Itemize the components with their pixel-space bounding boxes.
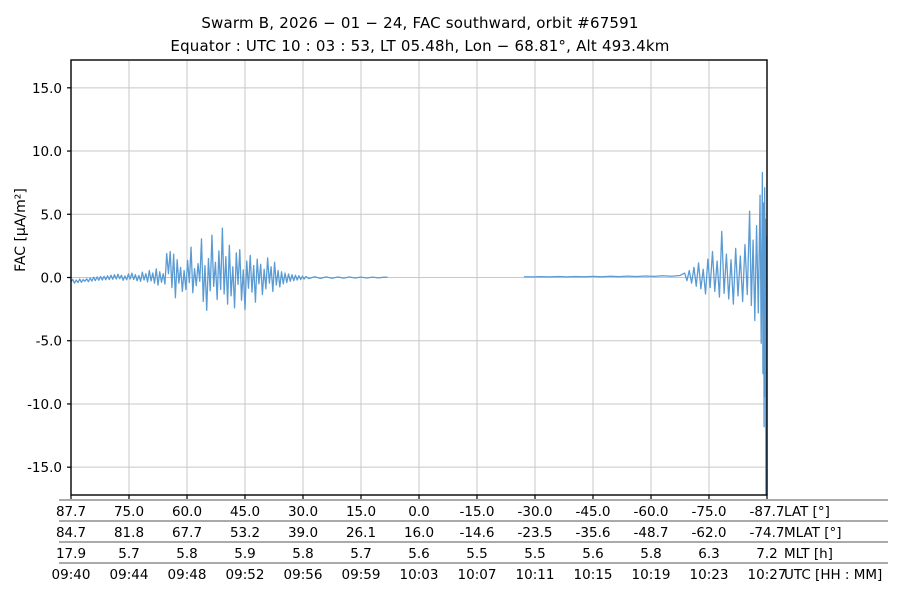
x-tick-label-mlat: -48.7 bbox=[634, 525, 669, 541]
x-tick-label-mlt: 6.3 bbox=[698, 546, 719, 562]
x-tick-label-utc: 10:15 bbox=[574, 567, 613, 583]
x-tick-label-mlat: -74.7 bbox=[750, 525, 785, 541]
x-tick-label-lat: -45.0 bbox=[576, 504, 611, 520]
x-tick-label-mlt: 5.5 bbox=[466, 546, 487, 562]
chart-title-line-2: Equator : UTC 10 : 03 : 53, LT 05.48h, L… bbox=[170, 36, 670, 55]
x-tick-label-lat: 60.0 bbox=[172, 504, 202, 520]
x-tick-label-lat: -15.0 bbox=[460, 504, 495, 520]
x-tick-label-utc: 09:52 bbox=[226, 567, 265, 583]
x-tick-label-mlt: 5.5 bbox=[524, 546, 545, 562]
y-tick-label: 5.0 bbox=[41, 207, 62, 223]
x-tick-label-mlt: 5.8 bbox=[292, 546, 313, 562]
x-tick-label-mlt: 17.9 bbox=[56, 546, 86, 562]
x-tick-label-mlt: 5.9 bbox=[234, 546, 255, 562]
x-tick-label-mlat: 67.7 bbox=[172, 525, 202, 541]
y-tick-label: 0.0 bbox=[41, 271, 62, 287]
x-tick-label-utc: 09:59 bbox=[342, 567, 381, 583]
y-tick-label: -15.0 bbox=[27, 460, 62, 476]
y-tick-label: -5.0 bbox=[36, 334, 62, 350]
x-tick-label-lat: 87.7 bbox=[56, 504, 86, 520]
x-tick-label-utc: 10:07 bbox=[458, 567, 497, 583]
x-axis-row-label-lat: LAT [°] bbox=[784, 504, 830, 520]
x-tick-label-utc: 09:56 bbox=[284, 567, 323, 583]
x-tick-label-lat: 15.0 bbox=[346, 504, 376, 520]
x-tick-label-lat: -87.7 bbox=[750, 504, 785, 520]
x-tick-label-lat: 45.0 bbox=[230, 504, 260, 520]
x-tick-label-mlat: 53.2 bbox=[230, 525, 260, 541]
x-tick-label-utc: 10:23 bbox=[690, 567, 729, 583]
x-tick-label-lat: 30.0 bbox=[288, 504, 318, 520]
x-tick-label-mlat: -62.0 bbox=[692, 525, 727, 541]
axis-ticks bbox=[67, 87, 768, 499]
x-tick-label-mlat: -35.6 bbox=[576, 525, 611, 541]
x-tick-label-mlt: 5.8 bbox=[640, 546, 661, 562]
x-axis-row-label-utc: UTC [HH : MM] bbox=[784, 567, 882, 583]
x-tick-label-mlat: 16.0 bbox=[404, 525, 434, 541]
chart-title-block: Swarm B, 2026 − 01 − 24, FAC southward, … bbox=[0, 12, 840, 57]
x-tick-label-mlt: 7.2 bbox=[756, 546, 777, 562]
y-tick-label: 15.0 bbox=[32, 81, 62, 97]
x-tick-label-utc: 10:27 bbox=[748, 567, 787, 583]
chart-title-line-1: Swarm B, 2026 − 01 − 24, FAC southward, … bbox=[201, 14, 639, 32]
x-tick-label-mlt: 5.8 bbox=[176, 546, 197, 562]
data-trace-group bbox=[71, 171, 767, 495]
x-tick-label-mlat: -14.6 bbox=[460, 525, 495, 541]
x-tick-label-utc: 10:03 bbox=[400, 567, 439, 583]
x-tick-label-mlt: 5.6 bbox=[408, 546, 429, 562]
y-tick-label: -10.0 bbox=[27, 397, 62, 413]
x-tick-label-mlt: 5.7 bbox=[350, 546, 371, 562]
x-axis-row-label-mlt: MLT [h] bbox=[784, 546, 833, 562]
x-tick-label-mlat: -23.5 bbox=[518, 525, 553, 541]
x-tick-label-lat: -30.0 bbox=[518, 504, 553, 520]
x-tick-label-mlt: 5.7 bbox=[118, 546, 139, 562]
x-tick-label-utc: 09:44 bbox=[110, 567, 149, 583]
x-tick-label-utc: 10:11 bbox=[516, 567, 555, 583]
x-tick-label-lat: 75.0 bbox=[114, 504, 144, 520]
x-tick-label-lat: -60.0 bbox=[634, 504, 669, 520]
x-tick-label-utc: 09:40 bbox=[52, 567, 91, 583]
grid-lines bbox=[71, 60, 767, 495]
x-tick-label-mlat: 84.7 bbox=[56, 525, 86, 541]
x-tick-label-mlat: 39.0 bbox=[288, 525, 318, 541]
y-tick-labels: 15.0 10.0 5.0 0.0 -5.0 -10.0 -15.0 bbox=[27, 81, 62, 476]
x-tick-label-utc: 10:19 bbox=[632, 567, 671, 583]
x-label-table: 87.7 75.0 60.0 45.0 30.0 15.0 0.0 -15.0 -30.0 -45… bbox=[52, 499, 888, 583]
x-tick-label-utc: 09:48 bbox=[168, 567, 207, 583]
x-tick-label-lat: 0.0 bbox=[408, 504, 429, 520]
x-tick-label-mlat: 81.8 bbox=[114, 525, 144, 541]
y-tick-label: 10.0 bbox=[32, 144, 62, 160]
x-tick-label-lat: -75.0 bbox=[692, 504, 727, 520]
x-axis-row-label-mlat: MLAT [°] bbox=[784, 525, 842, 541]
x-tick-label-mlat: 26.1 bbox=[346, 525, 376, 541]
x-tick-label-mlt: 5.6 bbox=[582, 546, 603, 562]
